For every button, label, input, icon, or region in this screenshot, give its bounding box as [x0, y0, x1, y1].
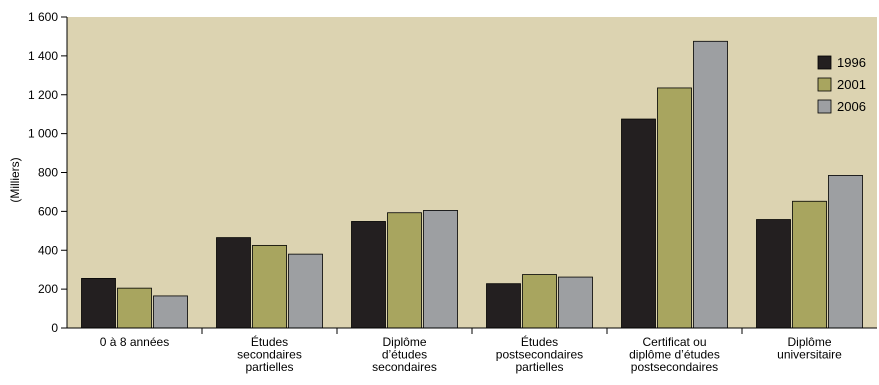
x-category-label: Diplôme d’études secondaires: [372, 335, 437, 374]
bar-1996-5: [756, 219, 791, 329]
legend-label: 2001: [837, 77, 866, 92]
x-category-line: partielles: [245, 360, 293, 374]
y-tick-label: 0: [51, 321, 58, 335]
y-tick-label: 200: [38, 282, 58, 296]
x-category-line: Études: [251, 334, 288, 349]
x-category-line: Diplôme: [382, 335, 426, 349]
bar-2006-2: [423, 210, 458, 329]
legend-swatch-1996: [817, 55, 832, 70]
x-category-line: secondaires: [372, 360, 437, 374]
x-category-line: d’études: [382, 348, 427, 362]
bar-1996-1: [216, 237, 251, 329]
bar-2006-4: [693, 40, 728, 329]
x-category-line: postsecondaires: [631, 360, 718, 374]
bar-1996-4: [621, 118, 656, 329]
legend: 1996 2001 2006: [817, 55, 866, 114]
y-tick-label: 1 200: [28, 88, 58, 102]
x-category-line: postsecondaires: [496, 348, 583, 362]
legend-label: 1996: [837, 55, 866, 70]
x-category-label: Certificat ou diplôme d’études postseconda…: [629, 335, 720, 374]
bar-2001-2: [387, 212, 422, 329]
bar-1996-2: [351, 221, 386, 329]
bar-2001-0: [117, 287, 152, 329]
x-category-line: partielles: [515, 360, 563, 374]
y-ticks-group: 0 200 400 600 800 1 000 1 200 1 400 1 600: [28, 10, 67, 335]
y-axis-label: (Milliers): [8, 157, 22, 202]
legend-label: 2006: [837, 99, 866, 114]
x-category-line: Études: [521, 334, 558, 349]
bar-2006-0: [153, 295, 188, 329]
bar-1996-3: [486, 283, 521, 329]
x-category-line: Certificat ou: [642, 335, 706, 349]
bar-1996-0: [81, 278, 116, 329]
x-category-label: Études postsecondaires partielles: [496, 334, 583, 374]
legend-swatch-2001: [817, 77, 832, 92]
x-category-line: secondaires: [237, 348, 302, 362]
x-category-label: Études secondaires partielles: [237, 334, 302, 374]
y-tick-label: 1 400: [28, 49, 58, 63]
x-category-label: Diplôme universitaire: [777, 335, 842, 362]
x-category-line: 0 à 8 années: [100, 335, 169, 349]
bar-2001-3: [522, 274, 557, 329]
x-category-line: universitaire: [777, 348, 842, 362]
bar-2006-5: [828, 175, 863, 329]
plot-background: [67, 17, 877, 328]
bar-2006-1: [288, 253, 323, 329]
bar-2006-3: [558, 276, 593, 329]
y-tick-label: 1 000: [28, 127, 58, 141]
bar-2001-4: [657, 87, 692, 329]
bar-2001-1: [252, 244, 287, 329]
x-category-line: Diplôme: [787, 335, 831, 349]
bar-2001-5: [792, 200, 827, 329]
y-tick-label: 800: [38, 166, 58, 180]
y-tick-label: 600: [38, 204, 58, 218]
y-tick-label: 400: [38, 243, 58, 257]
bars-group: [81, 40, 863, 329]
x-category-label: 0 à 8 années: [100, 335, 169, 349]
x-ticks-group: 0 à 8 années Études secondaires partiellesD…: [100, 328, 842, 374]
legend-swatch-2006: [817, 99, 832, 114]
y-tick-label: 1 600: [28, 10, 58, 24]
x-category-line: diplôme d’études: [629, 348, 720, 362]
